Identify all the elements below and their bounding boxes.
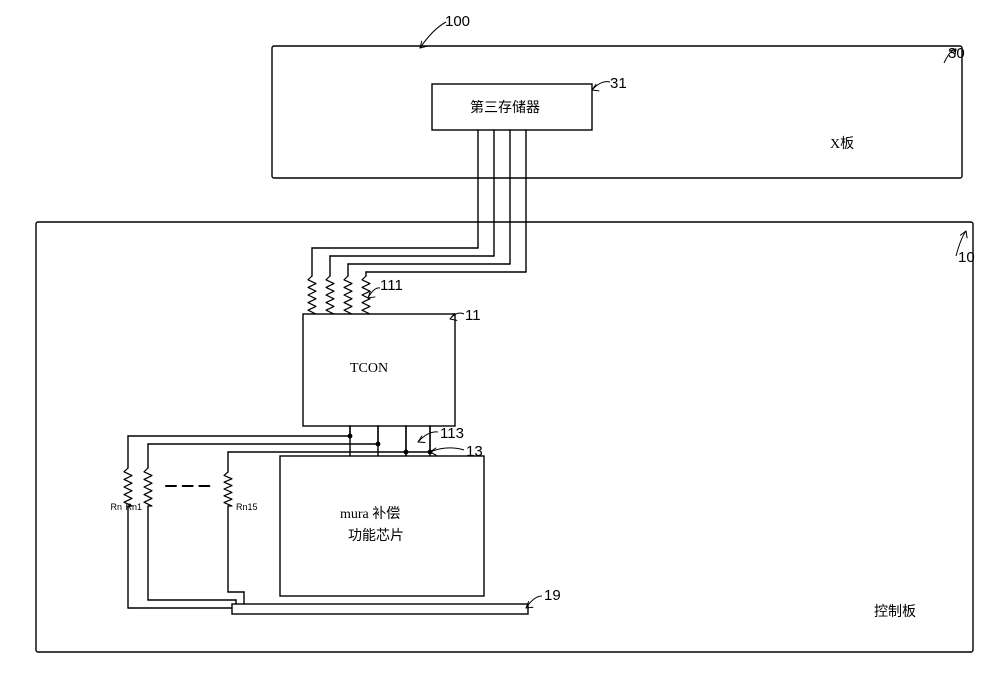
svg-text:X板: X板 [830, 136, 854, 152]
svg-text:31: 31 [610, 75, 627, 92]
svg-text:19: 19 [544, 587, 561, 604]
svg-text:mura 补偿: mura 补偿 [340, 506, 400, 522]
svg-text:TCON: TCON [350, 361, 388, 376]
svg-text:111: 111 [380, 277, 403, 294]
svg-text:Rn: Rn [110, 502, 122, 512]
svg-text:11: 11 [465, 307, 481, 324]
svg-text:100: 100 [445, 13, 470, 30]
svg-text:30: 30 [948, 45, 965, 62]
svg-text:113: 113 [440, 425, 464, 442]
svg-text:Rn15: Rn15 [236, 502, 258, 512]
svg-text:10: 10 [958, 249, 975, 266]
svg-text:控制板: 控制板 [874, 604, 916, 620]
svg-text:功能芯片: 功能芯片 [348, 528, 404, 544]
svg-text:第三存储器: 第三存储器 [470, 99, 540, 116]
svg-text:13: 13 [466, 443, 483, 460]
